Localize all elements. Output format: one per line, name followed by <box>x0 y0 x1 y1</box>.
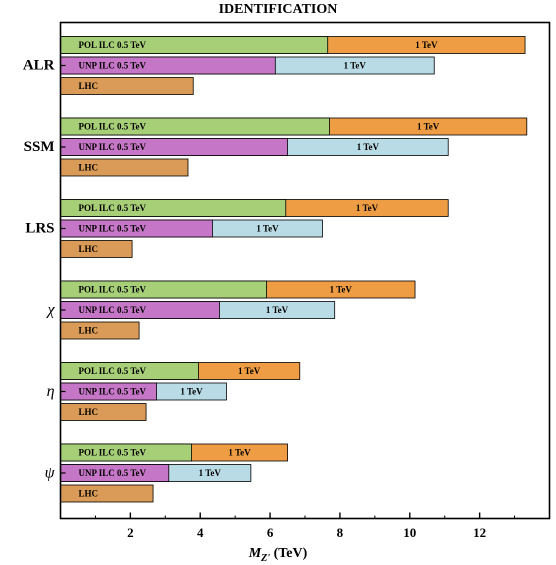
group-5-unp-1tev-label: 1 TeV <box>199 468 222 478</box>
plot-frame <box>59 21 551 520</box>
group-1-pol-1tev-label: 1 TeV <box>417 122 440 132</box>
x-axis-subscript: Z' <box>261 552 271 564</box>
group-4-pol-05tev-label: POL ILC 0.5 TeV <box>79 366 147 376</box>
group-4-lhc-label: LHC <box>79 407 99 417</box>
x-tick-label-4: 4 <box>197 525 204 540</box>
group-1-pol-05tev-label: POL ILC 0.5 TeV <box>79 122 147 132</box>
group-2-lhc-label: LHC <box>79 244 99 254</box>
group-4-lhc-bar <box>60 403 147 421</box>
x-tick-label-12: 12 <box>473 525 486 540</box>
group-3-label: χ <box>45 302 55 319</box>
group-5-label: ψ <box>45 465 56 482</box>
group-0-unp-05tev-label: UNP ILC 0.5 TeV <box>79 61 147 71</box>
group-1-unp-1tev-label: 1 TeV <box>357 142 380 152</box>
group-2-pol-1tev-label: 1 TeV <box>356 203 379 213</box>
group-2-unp-05tev-label: UNP ILC 0.5 TeV <box>79 224 147 234</box>
x-axis-label: MZ' (TeV) <box>0 546 556 564</box>
group-4-pol-1tev-label: 1 TeV <box>238 366 261 376</box>
x-tick-label-10: 10 <box>403 525 416 540</box>
group-2-label: LRS <box>25 221 54 237</box>
group-0-pol-1tev-label: 1 TeV <box>415 40 438 50</box>
group-4-unp-05tev-label: UNP ILC 0.5 TeV <box>79 387 147 397</box>
chart-title: IDENTIFICATION <box>218 2 338 17</box>
group-1-unp-05tev-label: UNP ILC 0.5 TeV <box>79 142 147 152</box>
group-5-pol-05tev-label: POL ILC 0.5 TeV <box>79 448 147 458</box>
x-tick-label-2: 2 <box>127 525 134 540</box>
x-tick-label-8: 8 <box>337 525 344 540</box>
x-ticks-layer: 2 4 6 8 10 12 <box>60 64 516 540</box>
x-axis-unit: (TeV) <box>273 546 308 561</box>
group-0-pol-05tev-label: POL ILC 0.5 TeV <box>79 40 147 50</box>
group-3-lhc-bar <box>60 321 140 340</box>
group-0-unp-1tev-label: 1 TeV <box>344 61 367 71</box>
group-4-unp-1tev-label: 1 TeV <box>180 387 203 397</box>
group-3-lhc-label: LHC <box>79 326 99 336</box>
group-5-unp-05tev-label: UNP ILC 0.5 TeV <box>79 468 147 478</box>
group-labels-layer: ALR SSM LRS χ η ψ <box>23 58 56 482</box>
group-5-lhc-bar <box>60 484 154 503</box>
group-3-unp-05tev-label: UNP ILC 0.5 TeV <box>79 305 147 315</box>
group-5-lhc-label: LHC <box>79 489 99 499</box>
group-0-lhc-label: LHC <box>79 81 99 91</box>
group-3-pol-1tev-label: 1 TeV <box>330 285 353 295</box>
bars-layer: POL ILC 0.5 TeV 1 TeV UNP ILC 0.5 TeV 1 TeV… <box>60 36 528 503</box>
group-5-pol-1tev-label: 1 TeV <box>228 448 251 458</box>
group-3-pol-05tev-label: POL ILC 0.5 TeV <box>79 285 147 295</box>
group-1-label: SSM <box>24 139 55 155</box>
group-2-pol-05tev-label: POL ILC 0.5 TeV <box>79 203 147 213</box>
group-3-unp-1tev-label: 1 TeV <box>266 305 289 315</box>
x-tick-label-6: 6 <box>267 525 274 540</box>
group-1-lhc-label: LHC <box>79 163 99 173</box>
group-0-label: ALR <box>23 58 55 74</box>
x-axis-symbol: M <box>248 546 262 561</box>
group-4-label: η <box>47 383 55 400</box>
group-2-unp-1tev-label: 1 TeV <box>256 224 279 234</box>
